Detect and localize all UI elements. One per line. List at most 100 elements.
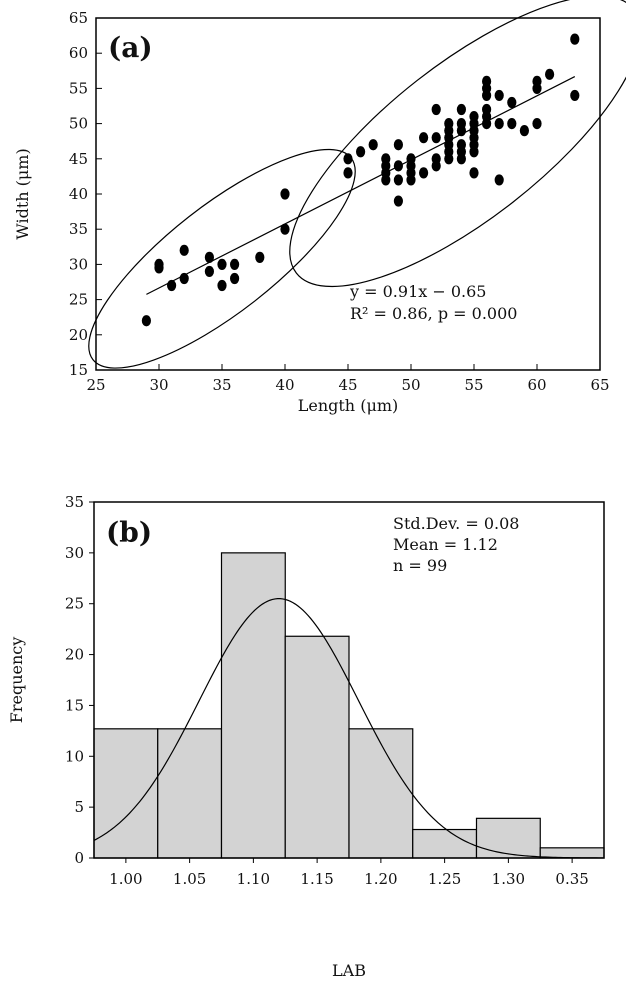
data-point bbox=[217, 258, 227, 270]
data-point bbox=[570, 89, 580, 102]
data-point bbox=[167, 279, 177, 292]
data-point bbox=[179, 272, 189, 285]
y-tick-label-a: 35 bbox=[69, 220, 88, 238]
data-point bbox=[507, 118, 517, 130]
data-point bbox=[381, 167, 391, 179]
y-tick-label-b: 20 bbox=[65, 646, 84, 664]
regression-equation: y = 0.91x − 0.65 bbox=[349, 282, 486, 301]
normal-curve bbox=[93, 598, 605, 859]
data-point bbox=[431, 132, 441, 144]
data-point bbox=[532, 82, 542, 94]
x-tick-label-a: 50 bbox=[401, 376, 420, 394]
data-point bbox=[431, 103, 441, 116]
data-point bbox=[343, 167, 353, 179]
histogram-bar bbox=[284, 635, 350, 859]
data-point bbox=[419, 167, 429, 179]
x-tick-label-a: 25 bbox=[86, 376, 105, 394]
data-point bbox=[444, 153, 454, 165]
histogram-bar bbox=[157, 728, 223, 859]
x-axis-title-b: LAB bbox=[332, 961, 366, 980]
x-tick-label-b: 0.35 bbox=[555, 870, 588, 888]
y-tick-label-a: 40 bbox=[69, 185, 88, 203]
data-point bbox=[431, 160, 441, 172]
y-tick-label-a: 50 bbox=[69, 115, 88, 133]
data-point bbox=[494, 118, 504, 130]
data-point bbox=[456, 103, 466, 116]
y-tick-label-b: 15 bbox=[65, 696, 84, 714]
data-point bbox=[482, 118, 492, 130]
y-axis-ticks-b: 0 5 10 15 20 25 30 35 bbox=[65, 493, 94, 867]
data-point bbox=[545, 68, 555, 80]
data-point bbox=[368, 139, 378, 151]
x-tick-label-b: 1.00 bbox=[109, 870, 142, 888]
data-point bbox=[343, 153, 353, 165]
y-tick-label-a: 60 bbox=[69, 44, 88, 62]
y-tick-label-b: 5 bbox=[74, 798, 84, 816]
x-axis-title-a: Length (μm) bbox=[298, 396, 399, 415]
histogram-bar bbox=[539, 847, 605, 859]
x-tick-label-a: 30 bbox=[149, 376, 168, 394]
y-tick-label-b: 35 bbox=[65, 493, 84, 511]
cluster-ellipse bbox=[289, 0, 626, 288]
y-tick-label-a: 65 bbox=[69, 9, 88, 27]
panel-b: (b) Std.Dev. = 0.08 Mean = 1.12 n = 99 1… bbox=[7, 493, 605, 980]
x-tick-label-b: 1.20 bbox=[364, 870, 397, 888]
regression-line bbox=[146, 76, 576, 295]
data-point bbox=[393, 139, 403, 151]
data-point bbox=[255, 251, 265, 263]
y-tick-label-a: 20 bbox=[69, 326, 88, 344]
regression-line-path bbox=[146, 76, 576, 295]
y-axis-ticks-a: 15 20 25 30 35 40 45 50 55 60 65 bbox=[69, 9, 102, 379]
data-point bbox=[280, 188, 290, 200]
y-tick-label-a: 45 bbox=[69, 150, 88, 168]
y-axis-title-a: Width (μm) bbox=[13, 148, 32, 239]
x-tick-label-b: 1.30 bbox=[492, 870, 525, 888]
x-axis-ticks-b: 1.00 1.05 1.10 1.15 1.20 1.25 1.30 0.35 bbox=[109, 858, 589, 888]
data-point bbox=[406, 174, 416, 186]
data-point bbox=[230, 258, 240, 270]
y-tick-label-b: 25 bbox=[65, 595, 84, 613]
x-tick-label-a: 45 bbox=[338, 376, 357, 394]
data-point bbox=[456, 125, 466, 137]
histogram-bars bbox=[93, 552, 605, 859]
y-tick-label-a: 55 bbox=[69, 79, 88, 97]
panel-a: (a) 25 30 35 40 45 50 55 60 65 15 20 25 30 35 40 45 50 5… bbox=[13, 0, 626, 415]
plot-a-frame bbox=[95, 17, 601, 371]
plot-b-frame bbox=[93, 501, 605, 859]
histogram-bar bbox=[220, 552, 286, 859]
x-tick-label-b: 1.10 bbox=[237, 870, 270, 888]
data-point bbox=[154, 262, 164, 274]
data-point bbox=[494, 89, 504, 102]
scatter-points bbox=[141, 33, 580, 327]
stat-n: n = 99 bbox=[393, 556, 447, 575]
x-axis-ticks-a: 25 30 35 40 45 50 55 60 65 bbox=[86, 364, 610, 394]
y-tick-label-a: 25 bbox=[69, 291, 88, 309]
x-tick-label-a: 40 bbox=[275, 376, 294, 394]
y-tick-label-a: 15 bbox=[69, 361, 88, 379]
data-point bbox=[204, 251, 214, 263]
data-point bbox=[356, 146, 366, 158]
data-point bbox=[469, 167, 479, 179]
data-point bbox=[494, 174, 504, 186]
data-point bbox=[393, 174, 403, 186]
y-tick-label-a: 30 bbox=[69, 255, 88, 273]
data-point bbox=[217, 279, 227, 292]
x-tick-label-a: 35 bbox=[212, 376, 231, 394]
data-point bbox=[507, 96, 517, 109]
data-point bbox=[532, 118, 542, 130]
data-point bbox=[456, 153, 466, 165]
data-point bbox=[141, 315, 151, 327]
stat-std-dev: Std.Dev. = 0.08 bbox=[393, 514, 519, 533]
data-point bbox=[179, 244, 189, 256]
x-tick-label-b: 1.25 bbox=[428, 870, 461, 888]
data-point bbox=[419, 132, 429, 144]
r-squared-annotation: R² = 0.86, p = 0.000 bbox=[350, 304, 517, 323]
y-axis-title-b: Frequency bbox=[7, 637, 26, 724]
y-tick-label-b: 30 bbox=[65, 544, 84, 562]
histogram-bar bbox=[475, 817, 541, 859]
histogram-bar bbox=[93, 728, 159, 859]
stat-mean: Mean = 1.12 bbox=[393, 535, 498, 554]
histogram-bar bbox=[348, 728, 414, 859]
data-point bbox=[393, 195, 403, 207]
